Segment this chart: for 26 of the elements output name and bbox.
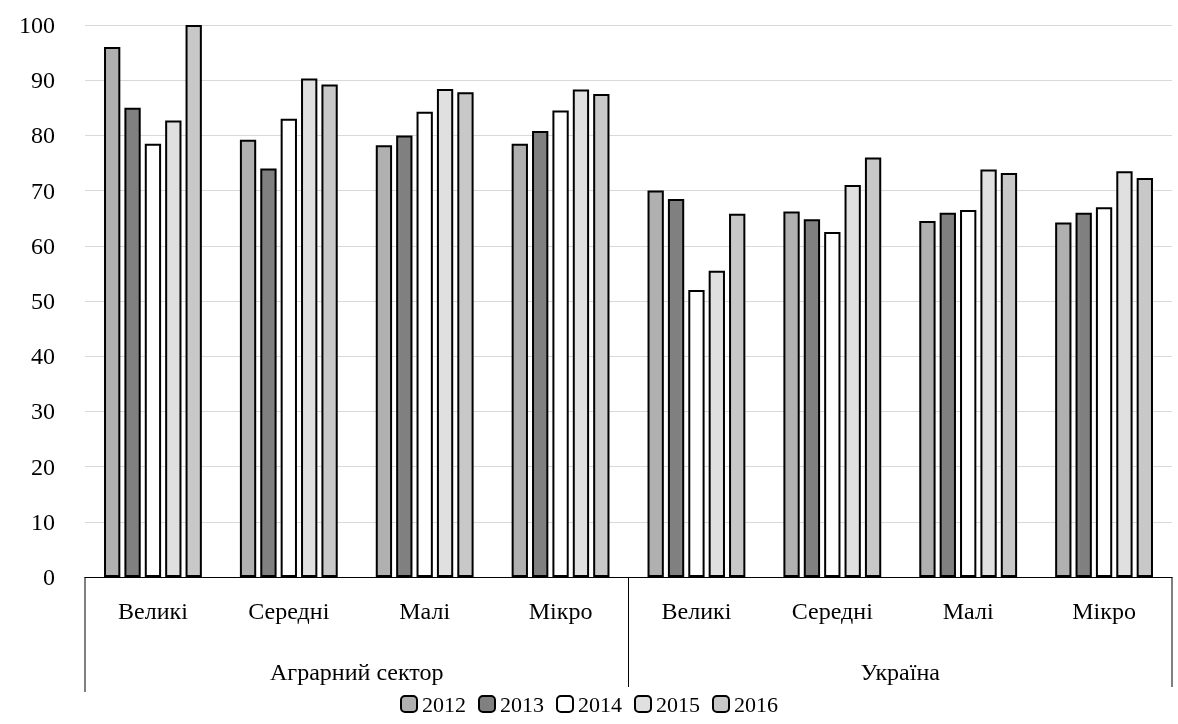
x-tick-label: Середні xyxy=(248,598,330,624)
y-tick-label: 10 xyxy=(31,508,55,535)
y-tick-label: 30 xyxy=(31,398,55,425)
legend-label: 2015 xyxy=(656,691,700,717)
legend-label: 2012 xyxy=(422,691,466,717)
y-tick-label: 60 xyxy=(31,232,55,259)
x-tick-label: Малі xyxy=(942,598,994,624)
y-tick-label: 100 xyxy=(19,12,55,38)
y-tick-label: 70 xyxy=(31,177,55,204)
x-tick-label: Великі xyxy=(661,598,732,624)
legend-label: 2014 xyxy=(578,691,622,717)
y-tick-label: 80 xyxy=(31,122,55,149)
y-tick-label: 20 xyxy=(31,453,55,480)
y-tick-label: 50 xyxy=(31,288,55,314)
legend-label: 2013 xyxy=(500,691,544,717)
x-tick-label: Мікро xyxy=(528,598,593,624)
x-tick-label: Малі xyxy=(399,598,451,624)
y-tick-label: 90 xyxy=(31,67,55,94)
x-tick-label: Великі xyxy=(118,598,189,624)
y-tick-label: 0 xyxy=(43,564,55,590)
y-tick-label: 40 xyxy=(31,343,55,370)
text: Україна xyxy=(860,659,941,685)
legend-label: 2016 xyxy=(734,691,778,717)
text: Аграрний сектор xyxy=(270,659,444,685)
x-tick-label: Середні xyxy=(791,598,874,624)
x-tick-label: Мікро xyxy=(1072,598,1136,624)
